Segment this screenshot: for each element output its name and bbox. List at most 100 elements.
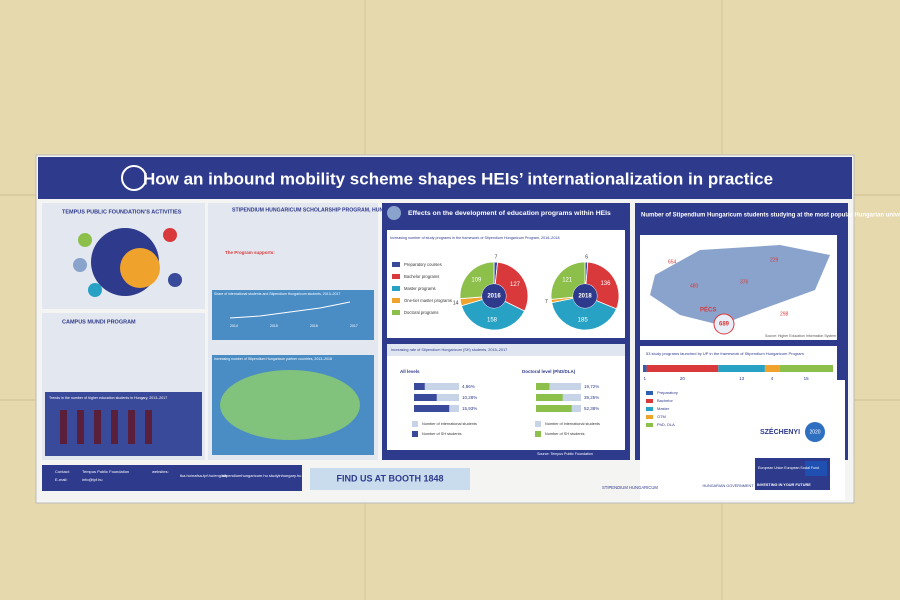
map-label: 376 (740, 279, 749, 285)
panel-title: TEMPUS PUBLIC FOUNDATION’S ACTIVITIES (62, 209, 182, 215)
data-label: 185 (578, 317, 589, 323)
logo-text: INVESTING IN YOUR FUTURE (757, 483, 811, 487)
footer-text: Tempus Public Foundation (82, 469, 129, 474)
data-label: 7 (495, 254, 498, 260)
legend-label: Bachelor (657, 398, 673, 403)
data-label: 121 (562, 277, 573, 283)
legend-swatch (412, 431, 418, 437)
legend-label: Number of international students (422, 422, 477, 426)
header-icon (121, 165, 147, 191)
bar (414, 405, 450, 412)
stacked-segment (764, 365, 780, 372)
logo-text: HUNGARIAN GOVERNMENT (702, 484, 754, 488)
donut-hole (482, 284, 506, 308)
data-label: 158 (487, 317, 498, 323)
legend-swatch (646, 407, 653, 411)
bar (536, 405, 572, 412)
x-tick-label: 2015 (270, 324, 278, 328)
activity-wheel-inner (120, 248, 160, 288)
chart-title: 53 study programs launched by UP in the … (646, 351, 804, 356)
data-label: 19,72% (584, 384, 599, 389)
data-label: 136 (600, 281, 611, 287)
legend-label: Number of SH students (545, 432, 585, 436)
chart-title: Trends in the number of higher education… (49, 396, 167, 400)
data-label: 1 (644, 376, 647, 381)
legend-swatch (646, 391, 653, 395)
chart-box (212, 290, 374, 340)
bar (536, 394, 563, 401)
legend-label: Master (657, 406, 670, 411)
subtitle: The Program supports: (225, 250, 275, 255)
legend-label: Preparatory (657, 390, 678, 395)
map-label: 229 (770, 257, 779, 263)
activity-dot (73, 258, 87, 272)
legend-swatch (646, 399, 653, 403)
legend-label: OTM (657, 414, 666, 419)
chart-title: Increasing rate of Stipendium Hungaricum… (391, 348, 507, 352)
source: Source: Tempus Public Foundation (537, 452, 593, 456)
bar (414, 394, 437, 401)
x-tick-label: 2016 (310, 324, 318, 328)
donut-hole (573, 284, 597, 308)
legend-swatch (412, 421, 418, 427)
bar (128, 410, 135, 444)
data-label: 4 (771, 376, 774, 381)
trend-line (229, 301, 351, 319)
footer-text: tka.hu/nafsa-tpf.hu/english (180, 473, 227, 478)
data-label: 10,28% (462, 395, 477, 400)
data-label: 14 (453, 301, 459, 307)
activity-dot (163, 228, 177, 242)
panel-title: Number of Stipendium Hungaricum students… (641, 213, 900, 219)
legend-swatch (392, 298, 400, 303)
szechenyi-badge (805, 422, 825, 442)
data-label: 127 (510, 282, 521, 288)
eu-flag (805, 461, 827, 476)
logo-text: European Union European Social Fund (758, 466, 819, 470)
stacked-segment (646, 365, 719, 372)
bar (414, 383, 425, 390)
map-label: 298 (780, 311, 789, 317)
footer-label: Contact: (55, 469, 70, 474)
rate-band (387, 344, 625, 356)
logo-text: STIPENDIUM HUNGARICUM (602, 485, 658, 490)
logo-text: SZÉCHENYI (760, 427, 800, 436)
panel-title: STIPENDIUM HUNGARICUM SCHOLARSHIP PROGRA… (232, 207, 399, 213)
bar (60, 410, 67, 444)
group-title: All levels (400, 369, 420, 374)
x-tick-label: 2017 (350, 324, 358, 328)
booth-box (310, 468, 470, 490)
footer-label: websites: (152, 469, 169, 474)
chart-title: Share of international students and Stip… (214, 292, 340, 296)
city-name: PÉCS (700, 306, 716, 314)
footer-text: stipendiumhungaricum.hu studyinhungary.h… (222, 473, 301, 478)
donut-year: 2018 (578, 294, 592, 300)
map-label: 480 (690, 283, 699, 289)
panel-title: CAMPUS MUNDI PROGRAM (62, 319, 136, 325)
legend-swatch (392, 310, 400, 315)
legend-label: PhD, DLA (657, 422, 675, 427)
stacked-segment (643, 365, 647, 372)
legend-label: Number of international students (545, 422, 600, 426)
legend-swatch (392, 262, 400, 267)
legend-swatch (535, 421, 541, 427)
activity-dot (78, 233, 92, 247)
data-label: 7 (545, 299, 548, 305)
legend-label: One-tier master programs (404, 298, 452, 303)
hungary-map (650, 245, 830, 325)
legend-swatch (392, 274, 400, 279)
stacked-segment (718, 365, 765, 372)
data-label: 15,93% (462, 406, 477, 411)
legend-label: Bachelor programs (404, 274, 439, 279)
data-label: 4,86% (462, 384, 475, 389)
legend-label: Doctoral programs (404, 310, 438, 315)
booth-text: FIND US AT BOOTH 1848 (336, 473, 443, 483)
legend-swatch (646, 423, 653, 427)
legend-label: Master programs (404, 286, 436, 291)
chart-title: Increasing number of Stipendium Hungaric… (214, 357, 332, 361)
bar-track (536, 383, 581, 390)
logo-text: 2020 (809, 429, 820, 435)
data-label: 15 (804, 376, 810, 381)
legend-swatch (392, 286, 400, 291)
group-title: Doctoral level (PhD/DLA) (522, 369, 576, 374)
